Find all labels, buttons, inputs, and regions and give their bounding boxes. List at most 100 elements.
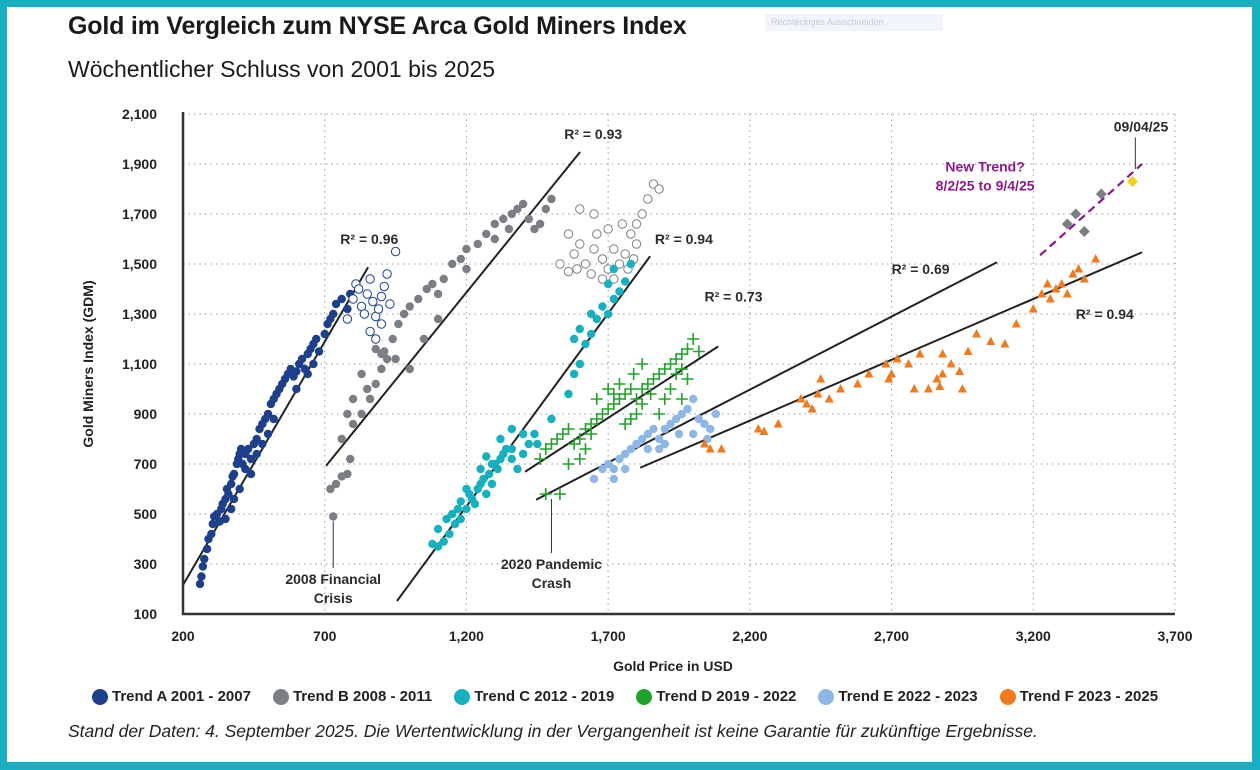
legend-item: Trend C 2012 - 2019: [454, 688, 614, 705]
data-point: [1045, 294, 1055, 303]
series-trend-b-2008-2011-hollow-: [555, 179, 664, 284]
data-point: [363, 384, 372, 394]
data-point: [563, 229, 574, 239]
data-point: [371, 379, 380, 389]
data-point: [1068, 269, 1078, 278]
data-point: [394, 319, 403, 329]
data-point: [620, 464, 630, 474]
data-point: [677, 409, 687, 419]
data-point: [329, 512, 338, 521]
trendline-trend-b: [325, 151, 581, 467]
data-point: [609, 474, 619, 484]
data-point: [654, 184, 664, 194]
data-point: [1011, 319, 1021, 328]
data-point: [564, 389, 573, 399]
data-point: [643, 444, 653, 454]
data-point: [331, 479, 341, 489]
data-point: [388, 334, 397, 344]
data-point: [963, 346, 973, 355]
data-point: [320, 329, 329, 339]
data-point: [589, 474, 599, 484]
data-point: [592, 314, 602, 324]
data-point: [590, 413, 603, 425]
legend-label: Trend C 2012 - 2019: [474, 688, 615, 705]
data-point: [524, 214, 533, 224]
data-point: [935, 381, 945, 390]
data-point: [462, 264, 471, 274]
data-point: [887, 369, 897, 378]
series-trend-b-2008-2011: [326, 194, 556, 521]
data-point: [617, 219, 628, 229]
data-point: [530, 224, 539, 234]
data-point: [445, 529, 454, 539]
data-point: [609, 464, 619, 474]
y-tick-label: 1,300: [122, 306, 157, 322]
legend-label: Trend F 2023 - 2025: [1019, 688, 1159, 705]
data-point: [802, 399, 812, 408]
data-point: [972, 329, 982, 338]
data-point: [575, 324, 584, 334]
data-point: [585, 428, 598, 440]
data-point: [1037, 289, 1047, 298]
chart-frame: [7, 7, 1252, 762]
legend-item: Trend D 2019 - 2022: [636, 688, 796, 705]
data-point: [946, 359, 956, 368]
legend-swatch-trend-f: [999, 688, 1016, 705]
data-point: [365, 394, 375, 404]
data-point: [609, 294, 619, 304]
data-point: [433, 289, 443, 299]
annotation-label: 2008 Financial: [285, 571, 381, 587]
data-point: [433, 524, 443, 534]
data-point: [354, 284, 364, 294]
y-tick-label: 1,100: [122, 356, 157, 372]
data-point: [626, 229, 636, 239]
y-tick-label: 1,500: [122, 256, 157, 272]
data-point: [533, 439, 542, 449]
data-point: [422, 284, 431, 294]
data-point: [453, 504, 463, 514]
data-point: [636, 358, 649, 370]
data-point: [592, 229, 602, 239]
data-point: [484, 469, 494, 479]
data-point: [450, 519, 460, 529]
chart-labels: R² = 0.96 R² = 0.93 R² = 0.94 R² = 0.73 R² =…: [285, 119, 1168, 607]
y-axis-label: Gold Miners Index (GDM): [80, 280, 96, 447]
data-point: [688, 394, 698, 404]
data-point: [229, 469, 239, 479]
data-point: [359, 309, 370, 319]
data-point: [666, 419, 675, 429]
data-point: [675, 393, 688, 405]
data-point: [597, 254, 608, 264]
y-tick-label: 100: [134, 606, 158, 622]
data-point: [569, 334, 579, 344]
data-point: [658, 363, 671, 375]
data-point: [581, 339, 590, 349]
data-point: [681, 343, 694, 355]
data-point: [853, 379, 863, 388]
data-point: [603, 459, 613, 469]
footnote-disclaimer: Stand der Daten: 4. September 2025. Die …: [68, 721, 1038, 741]
data-point: [683, 404, 692, 414]
data-point: [626, 259, 636, 269]
data-point: [312, 334, 321, 344]
data-point: [573, 453, 586, 465]
data-point: [986, 336, 996, 345]
data-point: [530, 429, 539, 439]
data-point: [541, 204, 550, 214]
data-point: [357, 369, 366, 379]
legend-item: Trend A 2001 - 2007: [92, 688, 251, 705]
legend-swatch-trend-b: [272, 688, 289, 705]
data-point: [243, 444, 253, 454]
legend-item: Trend E 2022 - 2023: [818, 688, 978, 705]
data-point: [609, 264, 619, 274]
data-point: [348, 294, 358, 304]
data-point: [624, 383, 637, 395]
data-point: [390, 246, 401, 257]
data-point: [195, 579, 205, 589]
data-point: [368, 296, 378, 307]
data-point: [603, 279, 613, 289]
series-new-trend-8-2-25-to-9-4-25: [1061, 188, 1107, 237]
data-point: [1074, 264, 1084, 273]
data-point: [923, 384, 933, 393]
data-point: [414, 294, 423, 304]
